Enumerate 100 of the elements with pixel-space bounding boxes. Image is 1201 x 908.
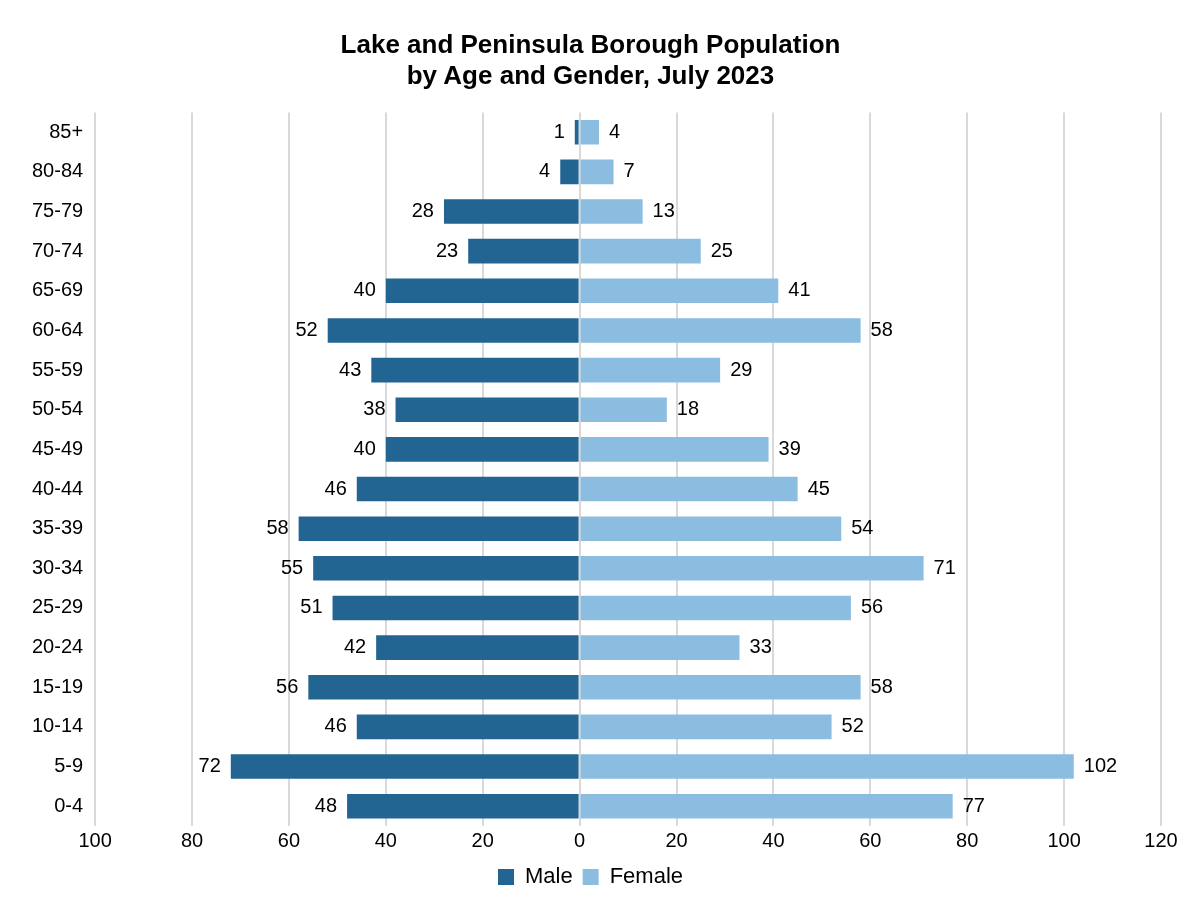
bar <box>580 595 851 621</box>
y-tick-label: 20-24 <box>32 635 84 658</box>
data-label: 1 <box>553 119 565 142</box>
y-tick-label: 70-74 <box>32 238 84 261</box>
data-label: 56 <box>860 595 884 618</box>
data-label: 41 <box>788 278 811 301</box>
x-tick-label: 20 <box>471 828 494 851</box>
data-label: 102 <box>1083 754 1118 777</box>
bar <box>580 159 614 185</box>
bar <box>308 674 579 700</box>
data-label: 56 <box>276 674 299 697</box>
bar <box>580 635 740 660</box>
x-tick-label: 100 <box>78 828 112 851</box>
data-label: 29 <box>730 357 753 380</box>
data-label: 28 <box>411 199 434 222</box>
bar <box>580 318 861 343</box>
data-label: 46 <box>324 714 347 737</box>
data-label: 55 <box>280 555 304 578</box>
y-tick-label: 80-84 <box>32 159 84 182</box>
bar <box>376 635 579 660</box>
y-tick-label: 45-49 <box>32 436 84 459</box>
data-label: 7 <box>623 159 635 182</box>
data-label: 40 <box>353 436 376 459</box>
bar <box>580 754 1074 779</box>
bar <box>580 199 643 224</box>
x-tick-label: 120 <box>1144 828 1178 851</box>
bar <box>580 556 924 581</box>
data-label: 71 <box>933 555 956 578</box>
data-label: 13 <box>652 199 675 222</box>
y-tick-label: 55-59 <box>32 357 84 380</box>
data-label: 45 <box>807 476 830 499</box>
bar <box>580 119 600 145</box>
bar <box>580 476 798 502</box>
data-label: 18 <box>676 397 700 420</box>
y-tick-label: 30-34 <box>32 555 84 578</box>
data-label: 23 <box>435 238 459 261</box>
bar <box>356 476 579 502</box>
bar <box>395 397 579 423</box>
y-tick-label: 50-54 <box>32 397 84 420</box>
legend-label: Male <box>524 863 573 889</box>
data-label: 4 <box>609 119 621 142</box>
bar <box>580 357 721 383</box>
y-tick-label: 85+ <box>49 119 84 142</box>
data-label: 33 <box>749 635 772 658</box>
bar <box>332 595 579 621</box>
bar <box>580 437 769 462</box>
bar <box>347 793 579 819</box>
data-label: 77 <box>962 793 985 816</box>
data-label: 72 <box>198 754 221 777</box>
bar <box>580 674 861 700</box>
y-tick-label: 65-69 <box>32 278 84 301</box>
x-tick-label: 60 <box>277 828 301 851</box>
x-tick-label: 80 <box>956 828 979 851</box>
y-tick-label: 75-79 <box>32 199 84 222</box>
data-label: 46 <box>324 476 347 499</box>
bar <box>230 754 579 779</box>
bar <box>580 793 953 819</box>
bar <box>443 199 579 224</box>
x-tick-label: 80 <box>180 828 204 851</box>
data-label: 51 <box>300 595 323 618</box>
bar <box>356 714 579 740</box>
x-tick-label: 0 <box>574 828 586 851</box>
bar <box>327 318 579 343</box>
x-tick-label: 40 <box>374 828 397 851</box>
data-label: 58 <box>870 317 893 340</box>
bar <box>580 278 779 304</box>
data-label: 4 <box>539 159 551 182</box>
data-label: 48 <box>314 793 338 816</box>
data-label: 52 <box>841 714 864 737</box>
data-label: 25 <box>710 238 733 261</box>
x-tick-label: 20 <box>665 828 688 851</box>
bar <box>385 278 579 304</box>
data-label: 39 <box>778 436 801 459</box>
bar <box>298 516 579 541</box>
y-tick-label: 0-4 <box>54 793 84 816</box>
bar <box>313 556 579 581</box>
y-tick-label: 35-39 <box>32 516 84 539</box>
bar <box>580 238 701 264</box>
x-tick-label: 100 <box>1047 828 1081 851</box>
chart-title: Lake and Peninsula Borough Population by Age and Gender, July 2023 <box>340 28 841 90</box>
x-tick-label: 60 <box>859 828 882 851</box>
bar <box>580 714 832 740</box>
x-tick-label: 40 <box>762 828 785 851</box>
bar <box>560 159 579 185</box>
data-label: 38 <box>363 397 386 420</box>
bar <box>371 357 579 383</box>
y-tick-label: 60-64 <box>32 317 84 340</box>
bar <box>580 397 667 423</box>
data-label: 58 <box>266 516 289 539</box>
y-tick-label: 5-9 <box>54 754 84 777</box>
bar <box>580 516 842 541</box>
data-label: 40 <box>353 278 376 301</box>
y-tick-label: 10-14 <box>32 714 84 737</box>
data-label: 52 <box>295 317 318 340</box>
y-tick-label: 15-19 <box>32 674 84 697</box>
data-label: 43 <box>339 357 362 380</box>
bar <box>385 437 579 462</box>
data-label: 54 <box>851 516 874 539</box>
bar <box>468 238 579 264</box>
legend-label: Female <box>609 863 684 889</box>
